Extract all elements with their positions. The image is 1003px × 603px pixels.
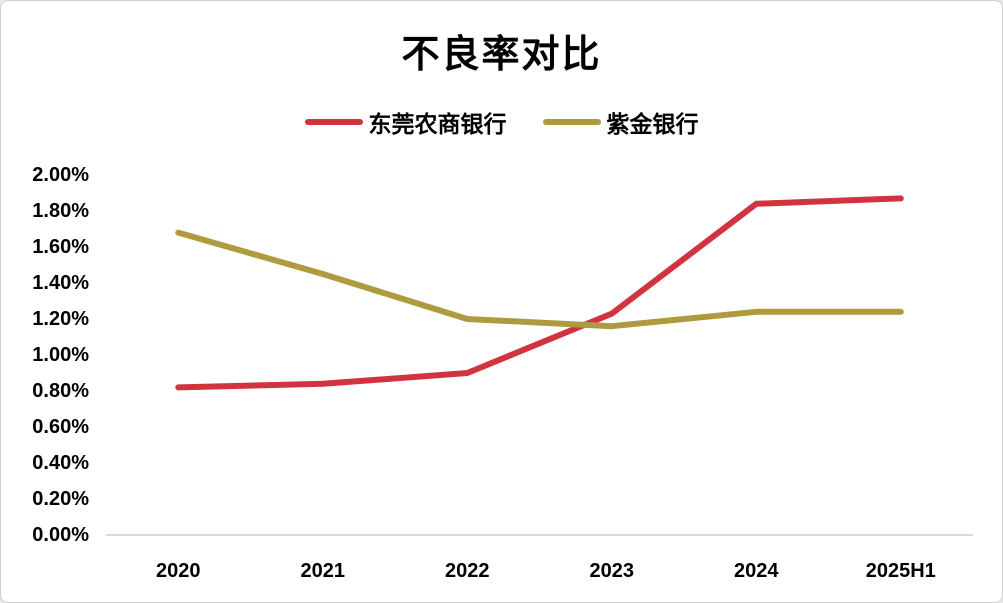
y-tick-label: 1.60%	[32, 236, 89, 258]
y-tick-label: 1.80%	[32, 200, 89, 222]
y-tick-label: 1.40%	[32, 272, 89, 294]
x-tick-label: 2022	[445, 560, 490, 582]
y-tick-label: 0.80%	[32, 380, 89, 402]
y-tick-label: 0.40%	[32, 452, 89, 474]
x-tick-label: 2021	[300, 560, 346, 582]
legend-label: 紫金银行	[606, 111, 699, 137]
x-tick-label: 2024	[734, 560, 779, 582]
y-tick-label: 1.20%	[32, 308, 89, 330]
y-tick-label: 1.00%	[32, 344, 89, 366]
chart-title: 不良率对比	[401, 34, 602, 76]
legend-item-1: 紫金银行	[542, 105, 699, 139]
x-tick-label: 2020	[156, 560, 201, 582]
legend: 东莞农商银行 紫金银行	[1, 105, 1002, 139]
x-tick-label: 2025H1	[865, 560, 936, 582]
legend-swatch	[542, 119, 601, 125]
legend-item-0: 东莞农商银行	[304, 105, 507, 139]
y-tick-label: 0.20%	[32, 488, 89, 510]
x-tick-label: 2023	[589, 560, 635, 582]
y-tick-label: 2.00%	[32, 164, 89, 186]
series-line-1	[175, 229, 904, 330]
legend-swatch	[304, 119, 363, 125]
y-tick-label: 0.00%	[32, 524, 89, 546]
legend-label: 东莞农商银行	[368, 111, 507, 137]
series-line-0	[175, 195, 904, 391]
y-tick-label: 0.60%	[32, 416, 89, 438]
